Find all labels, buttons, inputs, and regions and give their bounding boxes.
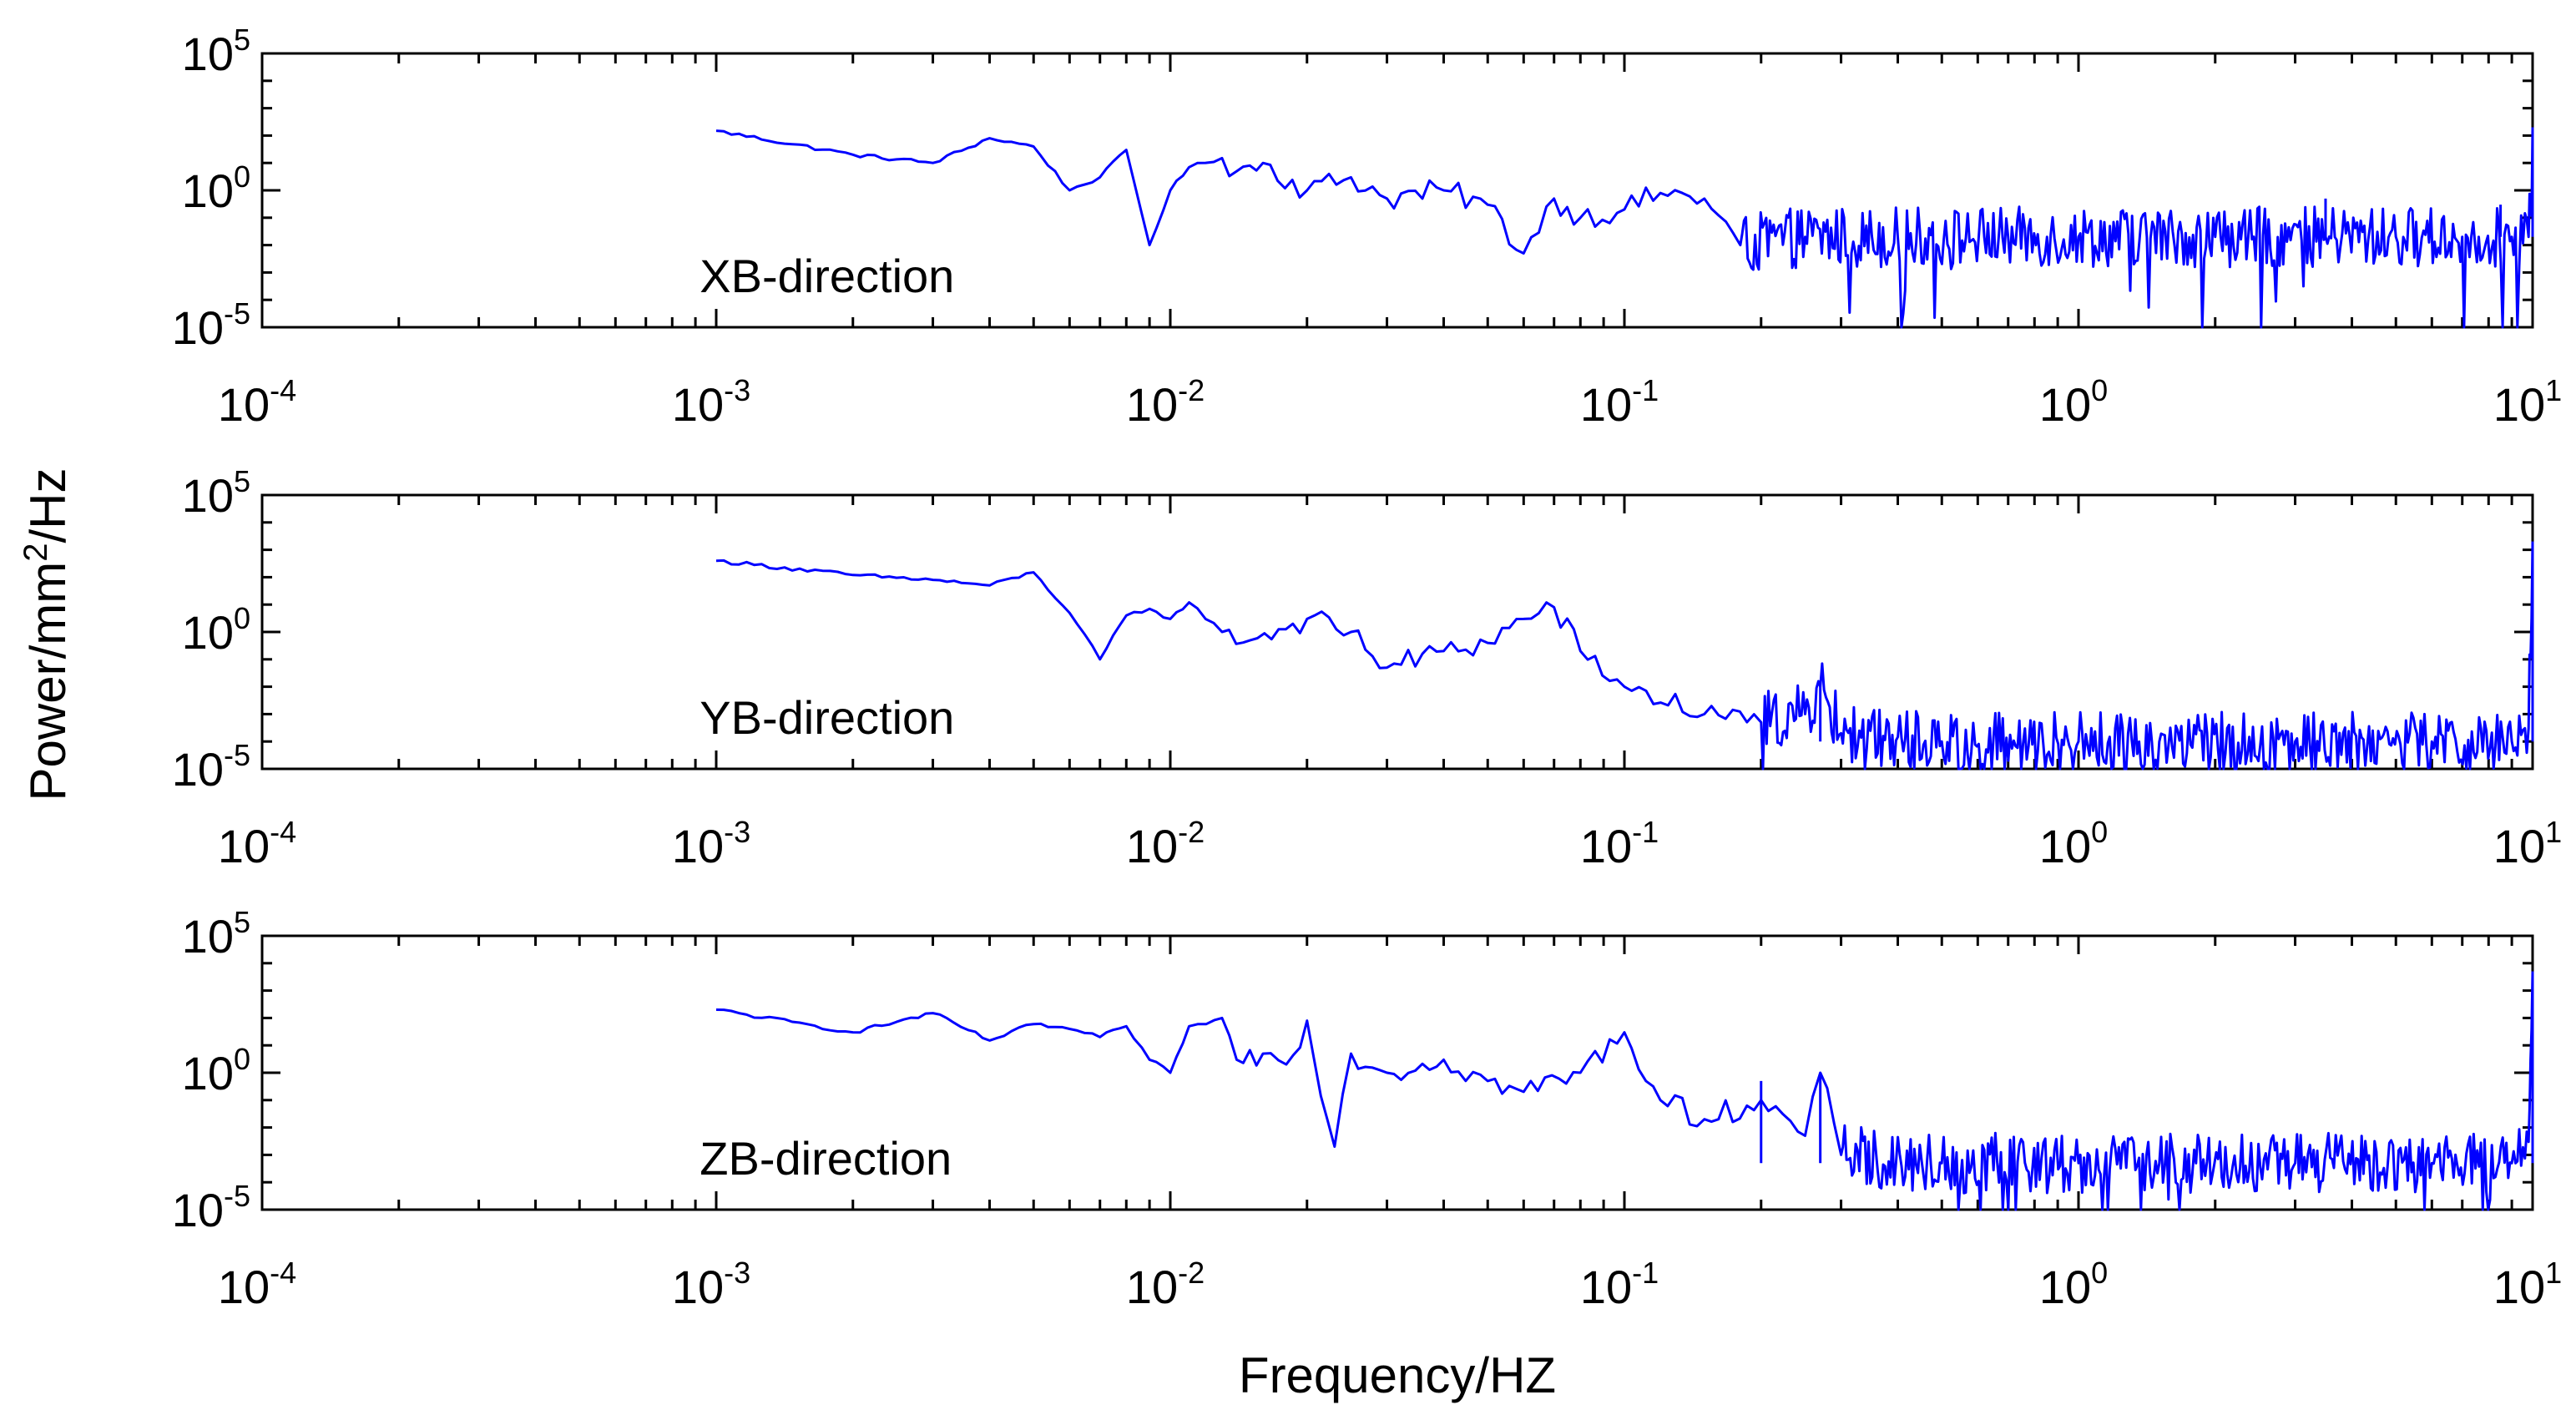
x-tick-label: 10-4 <box>218 815 296 872</box>
x-tick-label: 10-2 <box>1126 815 1205 872</box>
y-tick-label: 100 <box>182 1042 250 1099</box>
x-tick-label: 101 <box>2493 1256 2562 1313</box>
y-tick-label: 105 <box>182 464 250 522</box>
y-axis-title-sup: 2 <box>18 543 54 562</box>
y-tick-label: 105 <box>182 23 250 80</box>
direction-annotation: YB-direction <box>700 691 954 744</box>
x-tick-label: 100 <box>2039 373 2108 431</box>
series-line <box>715 127 2534 329</box>
series-line <box>715 971 2534 1211</box>
x-tick-label: 10-3 <box>672 373 750 431</box>
y-axis-title-tail: /Hz <box>20 468 76 543</box>
x-axis-title: Frequency/HZ <box>1239 1347 1556 1403</box>
x-tick-label: 10-3 <box>672 1256 750 1313</box>
y-tick-label: 10-5 <box>172 296 250 354</box>
panel-1: 10-4 10-3 10-2 10-1 100 101 105 100 10-5 XB-direc… <box>172 23 2562 431</box>
direction-annotation: XB-direction <box>700 250 954 302</box>
x-tick-label: 100 <box>2039 815 2108 872</box>
axes-box <box>260 52 2534 329</box>
x-tick-label: 10-2 <box>1126 373 1205 431</box>
y-axis-title-base: Power/mm <box>20 562 76 801</box>
y-tick-label: 100 <box>182 601 250 659</box>
x-tick-label: 10-2 <box>1126 1256 1205 1313</box>
direction-annotation: ZB-direction <box>700 1132 952 1185</box>
y-tick-label: 105 <box>182 905 250 963</box>
y-tick-label: 10-5 <box>172 738 250 796</box>
x-tick-label: 10-4 <box>218 1256 296 1313</box>
x-tick-label: 10-4 <box>218 373 296 431</box>
y-tick-label: 10-5 <box>172 1179 250 1236</box>
x-tick-label: 101 <box>2493 373 2562 431</box>
x-tick-label: 10-1 <box>1580 1256 1659 1313</box>
axes-box <box>260 493 2534 771</box>
x-tick-label: 10-1 <box>1580 815 1659 872</box>
x-tick-label: 101 <box>2493 815 2562 872</box>
series-line <box>715 541 2534 771</box>
panels: 10-4 10-3 10-2 10-1 100 101 105 100 10-5 XB-direc… <box>172 23 2562 1313</box>
y-tick-label: 100 <box>182 159 250 217</box>
x-tick-label: 10-1 <box>1580 373 1659 431</box>
panel-2: 10-4 10-3 10-2 10-1 100 101 105 100 10-5 YB-direc… <box>172 464 2562 872</box>
x-tick-label: 100 <box>2039 1256 2108 1313</box>
panel-3: 10-4 10-3 10-2 10-1 100 101 105 100 10-5 ZB-direc… <box>172 905 2562 1313</box>
y-axis-title: Power/mm2/Hz <box>18 468 76 801</box>
x-tick-label: 10-3 <box>672 815 750 872</box>
